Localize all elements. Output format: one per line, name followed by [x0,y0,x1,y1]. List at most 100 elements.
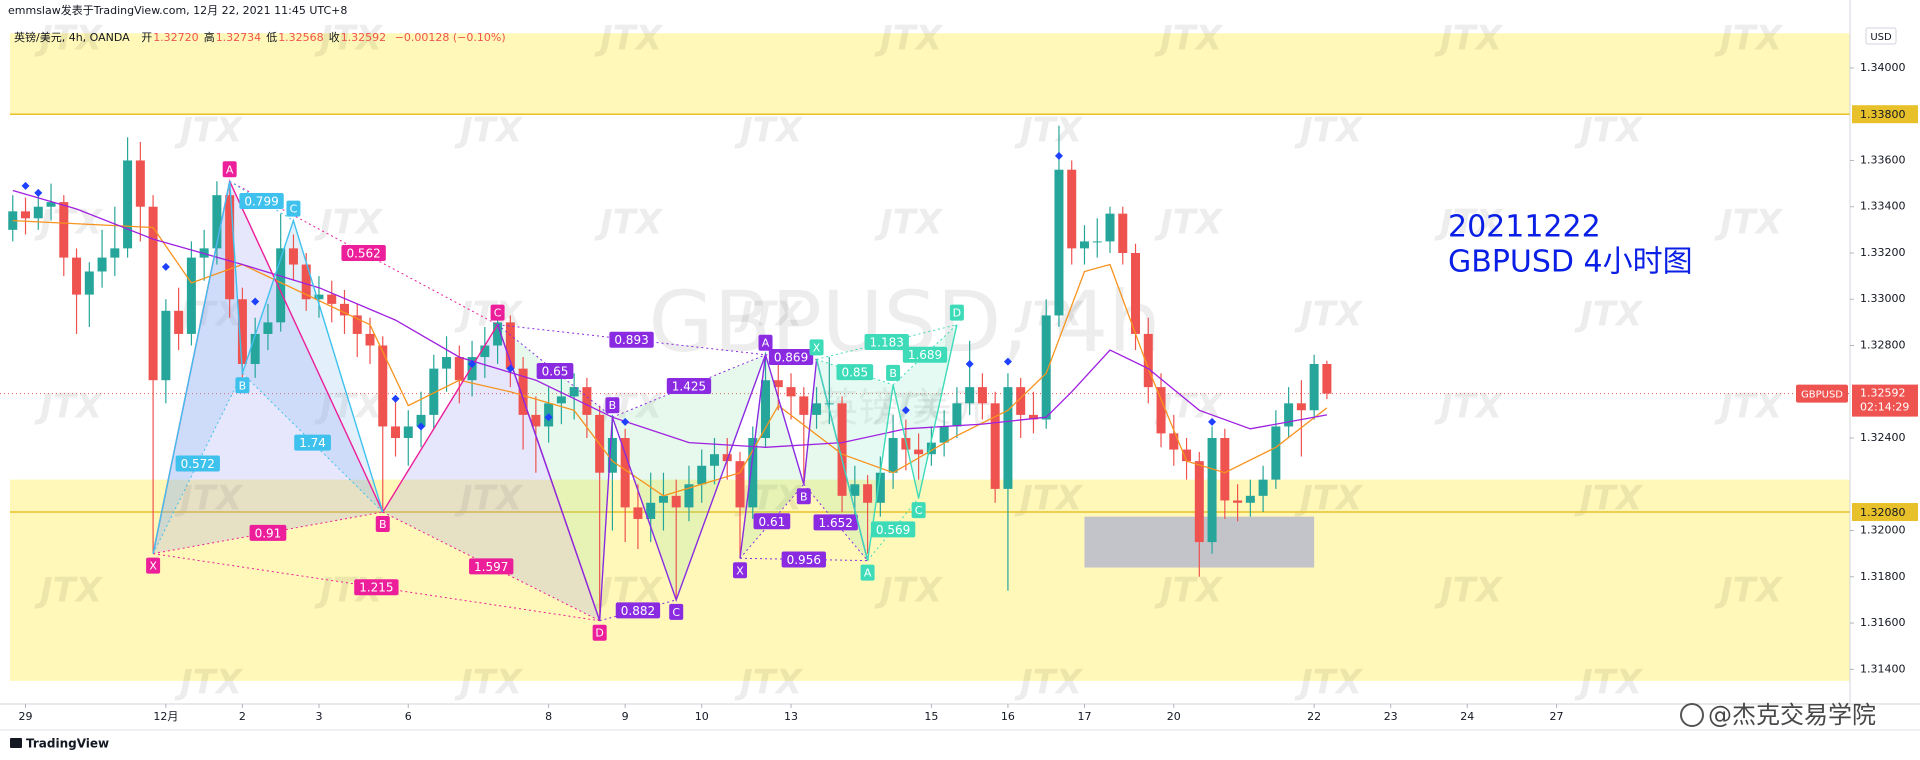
candle-body [1271,426,1281,480]
candle-body [1041,315,1051,420]
level-label: 1.32080 [1860,506,1906,519]
candle-body [1105,213,1115,242]
watermark: JTX [1014,663,1084,703]
ratio-badge [902,346,948,363]
x-tick-label: 22 [1307,710,1321,723]
legend-fields: 开1.32720 高1.32734 低1.32568 收1.32592 [141,31,391,44]
candle-body [837,403,847,496]
candle-body [250,333,260,364]
candle-body [1054,169,1064,316]
watermark: JTX [734,111,804,151]
candle-body [1169,433,1179,450]
y-tick-label: 1.33400 [1860,200,1906,213]
signal-marker [251,297,260,306]
candle-body [684,484,694,508]
candle-body [161,310,171,381]
candle-body [391,426,401,439]
ratio-line [816,324,958,360]
candle-body [607,438,617,473]
point-badge [886,364,901,381]
candle-body [174,310,184,334]
ohlc-legend: 英镑/美元, 4h, OANDA 开1.32720 高1.32734 低1.3256… [14,29,511,45]
candle-body [1245,495,1255,503]
candle-body [21,211,31,219]
signal-marker [1054,151,1063,160]
point-label: D [595,627,603,640]
point-badge [758,334,773,351]
candle-body [148,206,158,381]
ratio-badge [354,579,399,596]
pattern-fill [153,181,243,554]
candle-body [1284,403,1294,427]
point-label: X [736,564,744,577]
candle-body [722,454,732,462]
logo-icon [10,738,22,748]
ratio-badge [836,364,874,381]
signal-marker [1003,357,1012,366]
point-label: B [609,399,617,412]
credit-icon [1680,703,1704,727]
candle-body [748,438,758,508]
watermark: JTX [874,571,944,611]
candle-body [1016,387,1026,415]
watermark: JTX [1434,387,1504,427]
point-label: X [149,560,157,573]
watermark: JTX [1714,571,1784,611]
legend-symbol: 英镑/美元, 4h, OANDA [14,31,130,44]
ratio-label: 0.799 [244,194,278,208]
watermark: JTX [874,19,944,59]
ratio-badge [813,514,858,531]
watermark: JTX [314,203,384,243]
watermark: JTX [1714,19,1784,59]
candle-body [709,454,719,466]
x-tick-label: 15 [924,710,938,723]
point-badge [286,200,301,217]
x-tick-label: 23 [1384,710,1398,723]
ratio-badge [615,602,661,619]
ratio-badge [864,334,909,351]
signal-marker [161,262,170,271]
signal-marker [468,360,477,368]
point-badge [669,603,684,620]
point-label: X [813,341,821,354]
level-label: 1.33800 [1860,108,1906,121]
x-tick-label: 20 [1167,710,1181,723]
candle-body [467,357,477,381]
ratio-label: 0.572 [181,457,215,471]
candle-body [403,426,413,439]
ratio-badge [239,192,284,209]
harmonic-pattern [496,324,767,621]
watermark: JTX [1574,295,1644,335]
ratio-label: 0.869 [774,351,808,365]
legend-key: 收 [328,31,340,44]
ratio-label: 0.61 [759,515,786,529]
candle-body [812,403,822,415]
currency-label: USD [1870,32,1892,43]
y-tick-label: 1.31400 [1860,662,1906,675]
ratio-label: 0.956 [787,553,821,567]
legend-value: 1.32720 [153,31,199,44]
signal-marker [544,413,553,422]
point-badge [796,488,811,505]
signal-marker [506,364,515,373]
ratio-label: 0.85 [841,366,868,380]
candle-body [429,368,439,415]
x-tick-label: 27 [1550,710,1564,723]
candle-body [1003,387,1013,489]
candle-body [237,299,247,364]
signal-marker [391,394,400,403]
candle-body [33,206,43,219]
candle-body [990,403,1000,489]
point-label: D [953,307,961,320]
y-tick-label: 1.33600 [1860,153,1906,166]
x-tick-label: 9 [622,710,629,723]
ratio-badge [768,349,814,366]
point-label: C [290,203,298,216]
watermark: JTX [34,387,104,427]
symbol-tag-label: GBPUSD [1801,390,1843,401]
point-badge [146,557,161,574]
watermark: JTX [734,663,804,703]
y-tick-label: 1.33200 [1860,246,1906,259]
time-axis [0,704,1920,760]
